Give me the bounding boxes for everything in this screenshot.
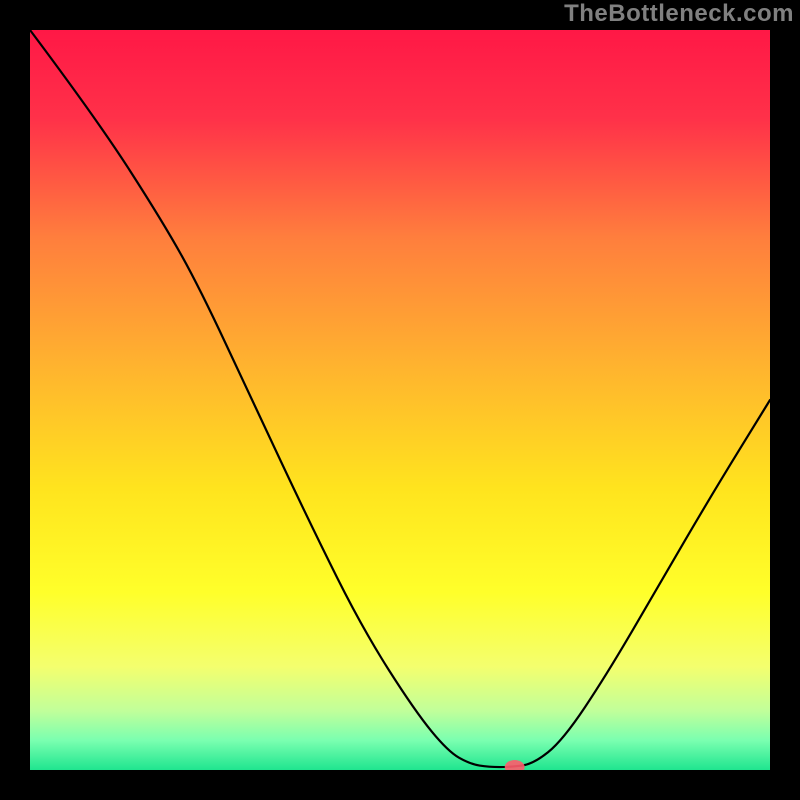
chart-svg — [0, 0, 800, 800]
chart-container: TheBottleneck.com — [0, 0, 800, 800]
x-axis-border — [0, 770, 800, 800]
gradient-background — [30, 30, 770, 770]
watermark-text: TheBottleneck.com — [564, 0, 794, 28]
y-axis-border — [0, 0, 30, 800]
